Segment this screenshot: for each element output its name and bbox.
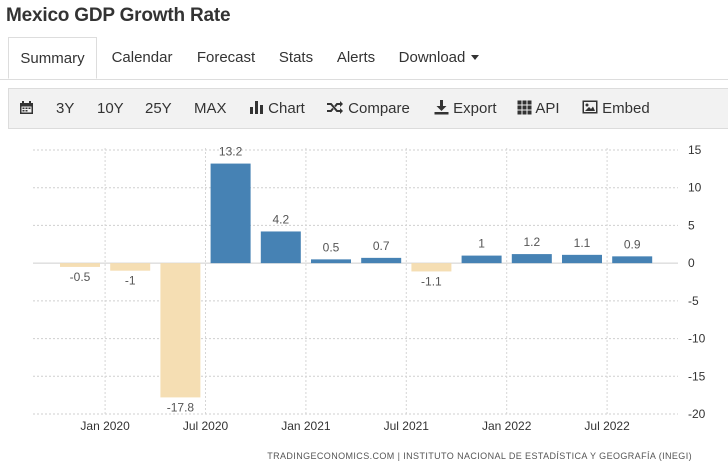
- bar-chart: 15 10 5 0 -5 -10 -15 -20 Jan 2020 Jul 2020 Jan 202…: [33, 143, 706, 461]
- page-title: Mexico GDP Growth Rate: [6, 5, 231, 26]
- range-10y-button[interactable]: 10Y: [97, 100, 124, 117]
- y-tick-label: -5: [688, 294, 699, 308]
- bar: [110, 263, 151, 271]
- tab-summary[interactable]: Summary: [8, 37, 97, 79]
- data-label: 0.7: [373, 239, 390, 253]
- y-tick-label: 5: [688, 218, 695, 232]
- data-label: 1.1: [574, 236, 591, 250]
- bar: [461, 255, 502, 264]
- api-button-label: API: [535, 100, 560, 117]
- tab-download-label: Download: [398, 49, 466, 66]
- tab-bar: Summary Calendar Forecast Stats Alerts D…: [0, 37, 728, 80]
- compare-button-label: Compare: [348, 100, 410, 117]
- tab-download[interactable]: Download: [391, 37, 487, 79]
- tab-alerts[interactable]: Alerts: [336, 49, 376, 66]
- chart-button[interactable]: Chart: [249, 89, 305, 128]
- data-label: 13.2: [219, 145, 243, 159]
- x-tick-label: Jan 2021: [281, 419, 331, 433]
- gdp-growth-chart: 15 10 5 0 -5 -10 -15 -20 Jan 2020 Jul 2020 Jan 202…: [0, 135, 728, 467]
- export-button[interactable]: Export: [434, 89, 497, 128]
- y-tick-label: -10: [688, 332, 706, 346]
- x-tick-label: Jul 2020: [183, 419, 229, 433]
- range-3y-button[interactable]: 3Y: [56, 100, 75, 117]
- chart-button-label: Chart: [268, 100, 305, 117]
- embed-button[interactable]: Embed: [582, 89, 650, 128]
- bar: [60, 263, 100, 267]
- bar-chart-icon: [250, 100, 263, 114]
- y-tick-label: -15: [688, 369, 706, 383]
- data-label: -0.5: [70, 270, 91, 284]
- x-tick-label: Jan 2022: [482, 419, 532, 433]
- bar: [411, 263, 452, 272]
- bar: [210, 163, 251, 264]
- data-label: 1.2: [523, 235, 540, 249]
- compare-button[interactable]: Compare: [326, 89, 410, 128]
- bar: [612, 256, 653, 264]
- y-tick-label: -20: [688, 407, 706, 421]
- grid-icon: [517, 100, 532, 115]
- api-button[interactable]: API: [517, 89, 560, 128]
- embed-button-label: Embed: [602, 100, 650, 117]
- tab-forecast[interactable]: Forecast: [196, 49, 256, 66]
- data-label: -1.1: [421, 274, 442, 288]
- bar: [260, 231, 301, 264]
- range-max-button[interactable]: MAX: [194, 100, 227, 117]
- tab-calendar[interactable]: Calendar: [111, 49, 173, 66]
- data-label: 1: [478, 237, 485, 251]
- data-label: -17.8: [167, 400, 195, 414]
- data-label: 4.2: [272, 212, 289, 226]
- data-label: -1: [125, 274, 136, 288]
- x-tick-label: Jul 2021: [384, 419, 430, 433]
- bar: [160, 263, 201, 398]
- bar: [511, 254, 552, 264]
- chart-toolbar: 3Y 10Y 25Y MAX Chart Compare Export API …: [8, 88, 728, 129]
- x-tick-label: Jan 2020: [80, 419, 130, 433]
- shuffle-icon: [327, 100, 343, 114]
- bar: [311, 259, 351, 264]
- x-tick-label: Jul 2022: [584, 419, 630, 433]
- y-tick-label: 15: [688, 143, 702, 157]
- image-icon: [582, 100, 598, 114]
- source-note: TRADINGECONOMICS.COM | INSTITUTO NACIONA…: [267, 451, 692, 461]
- bar: [562, 254, 602, 264]
- y-tick-label: 0: [688, 256, 695, 270]
- calendar-icon[interactable]: [19, 89, 34, 128]
- range-25y-button[interactable]: 25Y: [145, 100, 172, 117]
- tab-stats[interactable]: Stats: [278, 49, 314, 66]
- download-icon: [434, 99, 449, 115]
- y-tick-label: 10: [688, 181, 702, 195]
- caret-down-icon: [471, 54, 480, 60]
- bar: [361, 257, 402, 264]
- data-label: 0.9: [624, 237, 641, 251]
- data-label: 0.5: [323, 240, 340, 254]
- export-button-label: Export: [453, 100, 497, 117]
